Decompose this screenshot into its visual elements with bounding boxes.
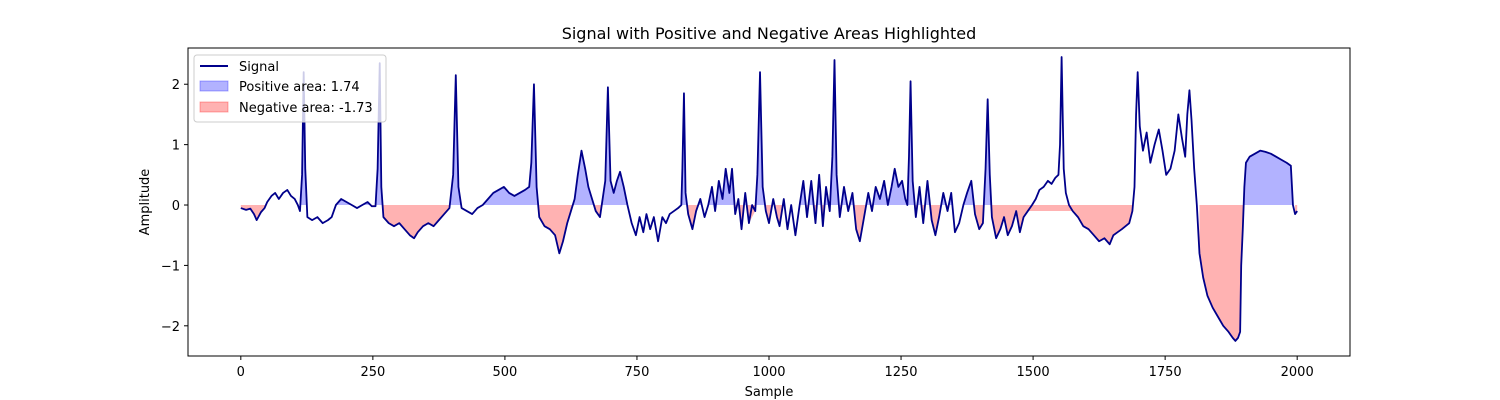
legend-box <box>193 54 387 123</box>
positive-area <box>601 87 688 206</box>
legend: Signal Positive area: 1.74 Negative area… <box>193 54 387 123</box>
x-axis-label: Sample <box>745 385 794 400</box>
signal-line <box>240 56 1298 342</box>
positive-area <box>791 180 806 206</box>
x-tick-label: 1750 <box>1149 365 1182 380</box>
negative-area <box>1199 205 1244 341</box>
y-tick-label: −2 <box>161 320 180 335</box>
x-tick-label: 0 <box>237 365 245 380</box>
legend-negative-label: Negative area: -1.73 <box>239 101 373 116</box>
y-tick-label: 0 <box>172 199 180 214</box>
x-axis: 0 250 500 750 1000 1250 1500 1750 2000 <box>237 356 1314 380</box>
x-tick-label: 2000 <box>1281 365 1314 380</box>
negative-area <box>774 205 783 227</box>
negative-area <box>382 205 450 239</box>
chart-title: Signal with Positive and Negative Areas … <box>562 24 977 43</box>
y-axis: −2 −1 0 1 2 <box>161 78 188 335</box>
series-layer <box>240 56 1298 342</box>
legend-positive-swatch <box>199 80 229 92</box>
x-tick-label: 1250 <box>884 365 917 380</box>
positive-area <box>572 150 594 206</box>
x-tick-label: 500 <box>492 365 517 380</box>
negative-area <box>538 205 573 254</box>
negative-area <box>853 205 867 242</box>
x-tick-label: 750 <box>625 365 650 380</box>
negative-area <box>973 205 984 230</box>
positive-area <box>1243 150 1293 206</box>
legend-positive-label: Positive area: 1.74 <box>239 80 360 95</box>
positive-area <box>449 75 462 206</box>
y-axis-label: Amplitude <box>138 169 153 236</box>
x-tick-label: 1000 <box>752 365 785 380</box>
x-tick-label: 250 <box>360 365 385 380</box>
negative-area <box>991 205 1133 245</box>
y-tick-label: 1 <box>172 139 180 154</box>
positive-area <box>482 84 539 206</box>
y-tick-label: −1 <box>161 259 180 274</box>
positive-area <box>335 198 371 206</box>
negative-area <box>765 205 773 224</box>
legend-signal-label: Signal <box>239 60 279 75</box>
positive-area <box>715 168 735 206</box>
y-tick-label: 2 <box>172 78 180 93</box>
legend-negative-swatch <box>199 101 229 113</box>
negative-area <box>930 205 942 236</box>
x-tick-label: 1500 <box>1017 365 1050 380</box>
